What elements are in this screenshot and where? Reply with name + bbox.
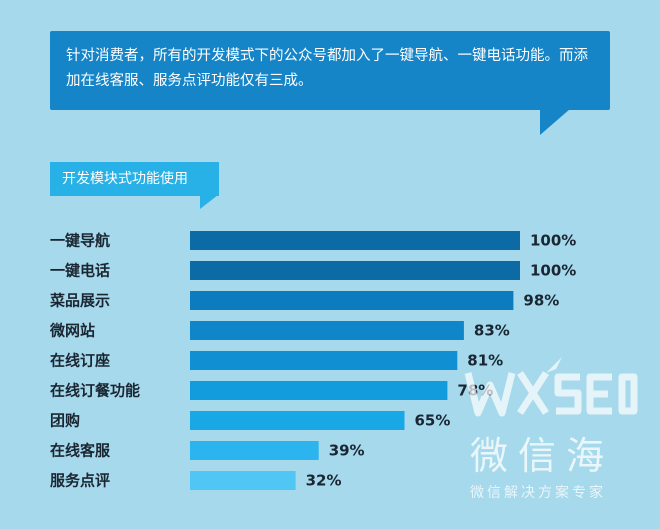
- category-label: 团购: [50, 412, 80, 430]
- watermark-name: 微信海: [470, 434, 615, 478]
- category-label: 在线客服: [50, 442, 111, 460]
- value-label: 32%: [306, 472, 342, 490]
- bar: [190, 471, 296, 490]
- bar: [190, 291, 514, 310]
- wxseo-logo: [464, 357, 638, 417]
- value-label: 98%: [523, 292, 559, 310]
- value-label: 65%: [415, 412, 451, 430]
- value-label: 39%: [329, 442, 365, 460]
- summary-text: 针对消费者，所有的开发模式下的公众号都加入了一键导航、一键电话功能。而添加在线客…: [66, 48, 588, 89]
- category-label: 在线订座: [50, 352, 110, 370]
- category-label: 微网站: [49, 322, 95, 340]
- category-label: 服务点评: [50, 472, 110, 490]
- bar: [190, 411, 405, 430]
- value-label: 81%: [467, 352, 503, 370]
- bar: [190, 261, 520, 280]
- watermark: 微信海 微信解决方案专家: [462, 355, 642, 505]
- category-label: 在线订餐功能: [50, 382, 140, 400]
- callout-tail: [540, 109, 570, 135]
- bar: [190, 441, 319, 460]
- value-label: 100%: [530, 232, 576, 250]
- summary-callout: 针对消费者，所有的开发模式下的公众号都加入了一键导航、一键电话功能。而添加在线客…: [50, 31, 610, 110]
- category-label: 一键导航: [50, 232, 110, 250]
- section-tag: 开发模块式功能使用: [50, 162, 219, 196]
- bar: [190, 321, 464, 340]
- value-label: 100%: [530, 262, 576, 280]
- category-label: 菜品展示: [49, 292, 110, 310]
- bar: [190, 231, 520, 250]
- watermark-subtitle: 微信解决方案专家: [470, 485, 606, 501]
- value-label: 83%: [474, 322, 510, 340]
- section-tag-label: 开发模块式功能使用: [62, 171, 188, 187]
- section-tag-tail: [200, 195, 218, 209]
- bar: [190, 351, 458, 370]
- bar: [190, 381, 448, 400]
- category-label: 一键电话: [50, 262, 110, 280]
